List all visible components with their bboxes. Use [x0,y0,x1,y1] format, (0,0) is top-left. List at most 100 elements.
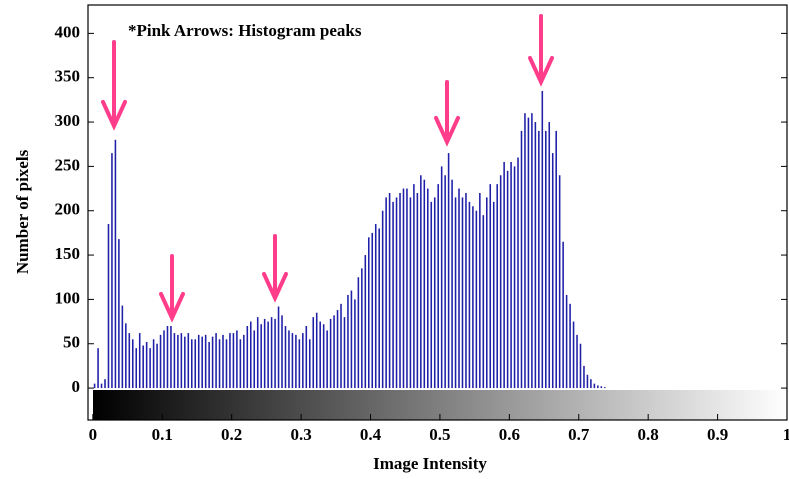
arrow [434,80,460,147]
bar [166,326,169,389]
bar [413,184,415,389]
bar [562,241,564,389]
bar [336,310,339,389]
bar [451,179,453,389]
bar [527,117,530,389]
bar [208,341,210,389]
annotation: *Pink Arrows: Histogram peaks [128,21,362,40]
bar [427,188,429,389]
bar [579,343,582,389]
bar [249,321,252,389]
bar [430,201,433,389]
bar [395,197,398,389]
arrow [101,40,127,131]
bar [340,303,342,389]
bar [534,122,537,389]
x-tick-label: 0.2 [221,425,242,444]
bar [378,228,380,389]
bar [538,130,540,389]
bar [190,339,193,389]
bar [218,339,221,389]
x-tick-label: 0.9 [707,425,728,444]
marks [93,91,606,389]
bar [267,321,269,389]
bar [211,336,214,389]
y-tick-label: 250 [55,155,81,174]
y-tick-label: 150 [55,244,81,263]
bar [236,330,238,389]
bar [232,333,235,389]
bar [604,387,606,389]
bar [458,188,460,389]
bar [499,175,502,389]
bar [315,312,318,389]
bar [402,188,405,389]
bar [322,324,325,389]
arrow [262,234,288,303]
bar [475,210,478,389]
x-tick-label: 0.6 [499,425,520,444]
bar [243,334,245,389]
bar [159,334,162,389]
x-tick-label: 0.5 [429,425,450,444]
bar [177,334,179,389]
bar [152,339,155,389]
bar [274,318,276,389]
bar [506,170,509,389]
bar [524,113,526,389]
bar [142,345,144,389]
x-tick-label: 1 [783,425,789,444]
bar [107,224,110,389]
bar [409,197,412,389]
bar [201,336,203,389]
y-tick-label: 300 [55,111,81,130]
bar [333,315,335,389]
bar [256,317,259,389]
bar [111,153,113,389]
bar [350,290,353,389]
bar [170,326,172,389]
bar [329,318,332,389]
bar [357,277,360,389]
bar [326,330,328,389]
bar [135,348,138,389]
bar [305,326,308,389]
bar [194,339,197,389]
bar [229,333,231,389]
bar [558,175,561,389]
bar [541,91,544,389]
bar [319,321,321,389]
bar [381,210,384,389]
bar [131,339,134,389]
bar [121,305,124,389]
x-tick-label: 0.1 [152,425,173,444]
bar [163,330,165,389]
bar [93,383,96,389]
bar [583,365,585,389]
y-tick-label: 50 [63,333,80,352]
x-axis-label: Image Intensity [373,454,487,473]
bar [184,336,186,389]
y-tick-label: 0 [72,377,81,396]
bar [204,334,207,389]
bar [277,306,280,389]
bar [520,130,523,389]
bar [114,139,117,389]
bar [291,333,294,389]
bar [392,201,394,389]
bar [100,383,103,389]
bar [222,334,224,389]
bar [447,153,450,389]
bar [489,184,492,389]
arrow [528,14,554,87]
bar [486,197,488,389]
bar [343,317,346,389]
bar [600,386,603,389]
bar [187,333,190,389]
bar [149,348,151,389]
bar [298,339,301,389]
bar [308,339,311,389]
bar [312,317,315,389]
bar [260,324,262,389]
